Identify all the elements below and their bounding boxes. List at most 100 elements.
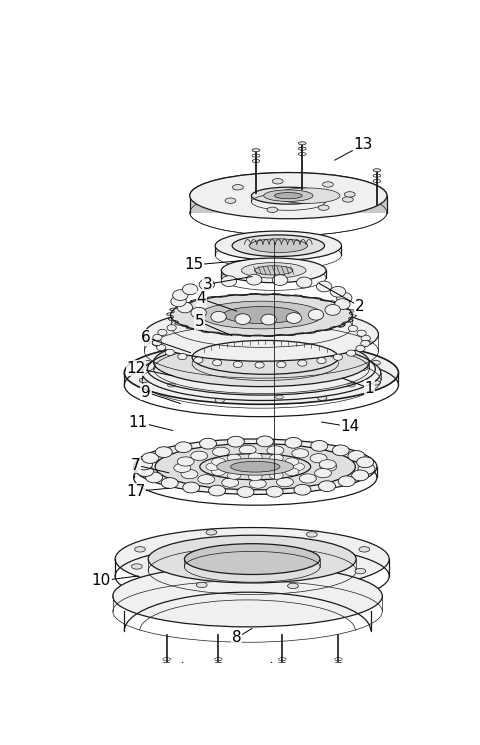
Ellipse shape (200, 454, 311, 480)
Ellipse shape (342, 197, 353, 202)
Ellipse shape (221, 276, 237, 287)
Ellipse shape (297, 277, 312, 288)
Ellipse shape (332, 445, 349, 456)
Ellipse shape (200, 301, 323, 329)
Ellipse shape (347, 350, 356, 356)
Ellipse shape (237, 486, 254, 498)
Ellipse shape (299, 142, 306, 145)
Ellipse shape (323, 182, 333, 187)
Ellipse shape (142, 345, 381, 401)
Ellipse shape (361, 335, 371, 341)
Ellipse shape (194, 357, 203, 363)
Ellipse shape (320, 317, 329, 324)
Ellipse shape (221, 258, 326, 282)
Ellipse shape (308, 344, 317, 349)
Ellipse shape (330, 286, 346, 297)
Ellipse shape (371, 381, 380, 385)
Ellipse shape (158, 329, 167, 335)
Ellipse shape (145, 472, 163, 483)
Ellipse shape (211, 311, 226, 322)
Ellipse shape (209, 485, 226, 496)
Ellipse shape (261, 314, 276, 325)
Ellipse shape (292, 448, 309, 458)
Ellipse shape (199, 279, 215, 290)
Ellipse shape (273, 275, 288, 285)
Ellipse shape (348, 451, 365, 461)
Ellipse shape (191, 308, 206, 318)
Ellipse shape (142, 453, 159, 463)
Ellipse shape (148, 535, 356, 583)
Ellipse shape (357, 457, 373, 468)
Ellipse shape (301, 315, 310, 321)
Ellipse shape (319, 481, 336, 492)
Ellipse shape (212, 468, 226, 475)
Ellipse shape (213, 447, 229, 457)
Text: 1: 1 (342, 378, 374, 396)
Text: 15: 15 (184, 258, 244, 273)
Ellipse shape (167, 325, 176, 331)
Ellipse shape (275, 192, 302, 199)
Ellipse shape (252, 187, 325, 204)
Ellipse shape (360, 340, 370, 346)
Ellipse shape (275, 188, 340, 203)
Ellipse shape (266, 486, 283, 497)
Ellipse shape (183, 482, 200, 493)
Ellipse shape (316, 281, 332, 292)
Ellipse shape (254, 266, 293, 275)
Ellipse shape (355, 568, 366, 574)
Ellipse shape (357, 330, 366, 336)
Ellipse shape (156, 344, 166, 351)
Text: 6: 6 (141, 330, 191, 352)
Ellipse shape (371, 361, 380, 365)
Text: 5: 5 (195, 314, 232, 336)
Ellipse shape (181, 469, 198, 479)
Ellipse shape (124, 341, 398, 405)
Ellipse shape (154, 337, 369, 387)
Text: 8: 8 (232, 628, 252, 645)
Ellipse shape (276, 395, 283, 399)
Ellipse shape (165, 349, 174, 355)
Ellipse shape (252, 149, 260, 152)
Text: 3: 3 (203, 276, 252, 292)
Ellipse shape (269, 472, 283, 479)
Ellipse shape (267, 207, 278, 212)
Ellipse shape (153, 340, 162, 346)
Ellipse shape (359, 547, 370, 552)
Ellipse shape (213, 360, 222, 366)
Ellipse shape (155, 443, 355, 489)
Ellipse shape (137, 466, 154, 477)
Ellipse shape (170, 294, 352, 336)
Ellipse shape (139, 378, 148, 383)
Ellipse shape (256, 436, 274, 447)
Ellipse shape (177, 302, 192, 313)
Ellipse shape (200, 438, 216, 449)
Ellipse shape (269, 454, 283, 462)
Ellipse shape (227, 472, 241, 479)
Ellipse shape (223, 306, 300, 323)
Ellipse shape (249, 479, 266, 488)
Ellipse shape (191, 352, 198, 356)
Ellipse shape (182, 284, 198, 295)
Ellipse shape (336, 293, 352, 303)
Ellipse shape (180, 320, 190, 327)
Ellipse shape (294, 484, 311, 495)
Ellipse shape (360, 367, 368, 370)
Text: 9: 9 (141, 384, 180, 404)
Text: 17: 17 (126, 484, 169, 499)
Text: 14: 14 (322, 419, 360, 434)
Ellipse shape (134, 547, 145, 552)
Ellipse shape (235, 314, 251, 325)
Ellipse shape (300, 474, 316, 483)
Ellipse shape (178, 675, 187, 679)
Ellipse shape (144, 307, 378, 361)
Ellipse shape (291, 463, 304, 471)
Ellipse shape (318, 205, 329, 210)
Ellipse shape (215, 343, 225, 348)
Text: 12: 12 (126, 361, 173, 375)
Ellipse shape (249, 239, 308, 253)
Ellipse shape (215, 231, 341, 260)
Ellipse shape (239, 446, 256, 454)
Ellipse shape (285, 437, 302, 448)
Ellipse shape (198, 475, 215, 484)
Ellipse shape (206, 463, 220, 471)
